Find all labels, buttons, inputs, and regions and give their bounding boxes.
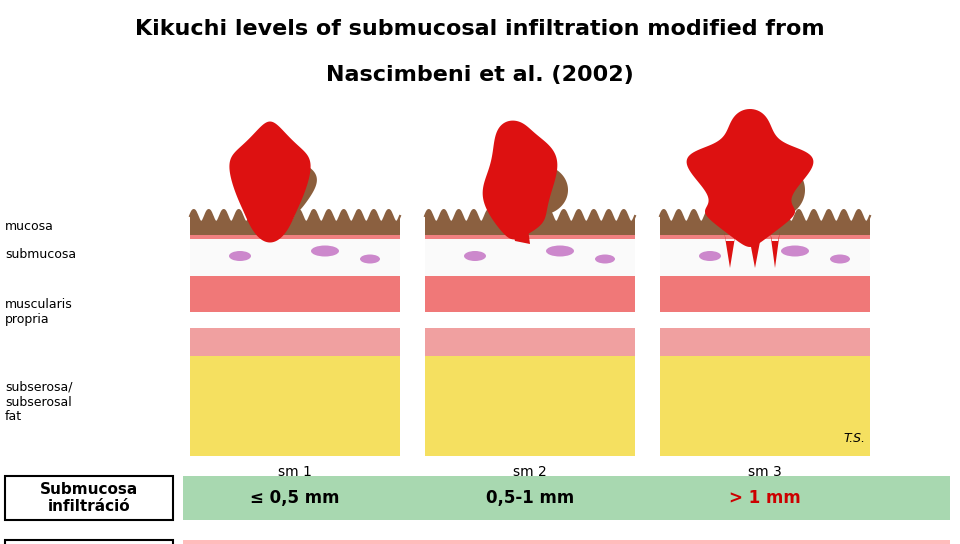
Ellipse shape [830,255,850,263]
Bar [190,216,400,236]
Bar [660,236,870,276]
Ellipse shape [781,245,809,257]
Text: muscularis
propria: muscularis propria [5,298,73,326]
Polygon shape [505,205,530,244]
Polygon shape [724,231,736,268]
Bar [190,356,400,456]
Bar [5,540,173,544]
Bar [425,328,635,356]
Polygon shape [748,231,762,268]
Bar [190,235,400,239]
Ellipse shape [546,245,574,257]
Ellipse shape [464,251,486,261]
Ellipse shape [360,255,380,263]
Bar [190,328,400,356]
Text: sm 3: sm 3 [748,465,781,479]
Text: Kikuchi levels of submucosal infiltration modified from: Kikuchi levels of submucosal infiltratio… [135,19,825,39]
Bar [190,312,400,328]
Bar [190,276,400,312]
Ellipse shape [699,251,721,261]
Bar [425,236,635,276]
Text: submucosa: submucosa [5,248,76,261]
Bar [425,235,635,239]
Text: Nascimbeni et al. (2002): Nascimbeni et al. (2002) [326,65,634,85]
Bar [660,235,870,239]
Bar [660,328,870,356]
Ellipse shape [311,245,339,257]
Bar [425,216,635,236]
Text: ≤ 0,5 mm: ≤ 0,5 mm [251,489,340,507]
Text: 0,5-1 mm: 0,5-1 mm [486,489,574,507]
Polygon shape [512,165,568,215]
Text: > 1 mm: > 1 mm [730,489,801,507]
Text: Submucosa
infiltráció: Submucosa infiltráció [40,482,138,514]
Polygon shape [686,109,813,247]
Bar [660,356,870,456]
Bar [425,276,635,312]
Text: T.S.: T.S. [843,431,865,444]
Bar [660,276,870,312]
Bar [190,236,400,276]
Polygon shape [229,121,311,243]
Polygon shape [253,160,317,216]
Bar [183,476,950,520]
Ellipse shape [229,251,251,261]
Bar [183,540,950,544]
Polygon shape [770,231,780,268]
Polygon shape [745,162,805,218]
Bar [660,216,870,236]
Bar [425,356,635,456]
Ellipse shape [595,255,615,263]
Text: sm 1: sm 1 [278,465,312,479]
Text: subserosa/
subserosal
fat: subserosa/ subserosal fat [5,380,73,423]
Text: mucosa: mucosa [5,219,54,232]
Bar [660,312,870,328]
Polygon shape [483,121,558,239]
Text: sm 2: sm 2 [514,465,547,479]
Bar [425,312,635,328]
Bar [5,476,173,520]
Polygon shape [235,131,304,239]
